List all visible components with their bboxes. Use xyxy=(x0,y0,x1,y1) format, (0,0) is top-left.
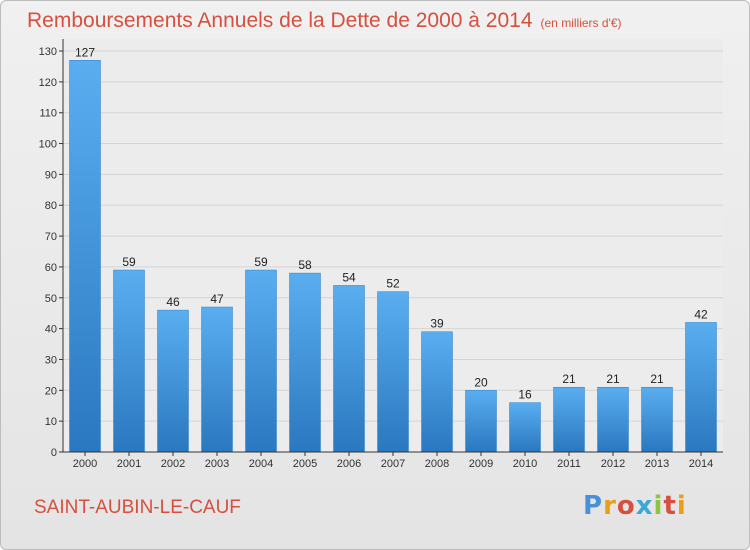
y-tick-label: 60 xyxy=(45,262,57,274)
x-tick-label: 2013 xyxy=(645,458,669,470)
bar xyxy=(201,306,233,453)
data-label: 46 xyxy=(166,295,180,309)
y-tick-label: 120 xyxy=(39,77,57,89)
y-tick-label: 40 xyxy=(45,324,57,336)
bar xyxy=(465,390,497,453)
title-text: Remboursements Annuels de la Dette de 20… xyxy=(27,9,533,32)
y-tick-label: 80 xyxy=(45,200,57,212)
title-unit: (en milliers d'€) xyxy=(540,16,622,30)
bar xyxy=(245,269,277,453)
y-tick-label: 70 xyxy=(45,231,57,243)
x-tick-label: 2005 xyxy=(293,458,317,470)
data-label: 127 xyxy=(75,45,95,59)
chart-title: Remboursements Annuels de la Dette de 20… xyxy=(27,9,622,33)
y-tick-label: 10 xyxy=(45,416,57,428)
bar xyxy=(553,386,585,453)
y-tick-label: 30 xyxy=(45,354,57,366)
x-tick-label: 2014 xyxy=(689,458,713,470)
data-label: 21 xyxy=(606,372,620,386)
y-tick-label: 110 xyxy=(39,108,57,120)
data-label: 58 xyxy=(298,258,312,272)
bar xyxy=(333,285,365,453)
y-tick-label: 0 xyxy=(51,447,57,459)
logo-letter: P xyxy=(583,491,604,521)
proxiti-logo: Proxiti xyxy=(583,491,687,521)
bar xyxy=(641,386,673,453)
logo-letter: r xyxy=(603,491,617,521)
y-tick-label: 20 xyxy=(45,385,57,397)
x-tick-label: 2000 xyxy=(73,458,97,470)
data-label: 52 xyxy=(386,277,400,291)
data-label: 39 xyxy=(430,317,444,331)
x-tick-label: 2010 xyxy=(513,458,537,470)
x-tick-label: 2008 xyxy=(425,458,449,470)
bar xyxy=(113,269,145,453)
logo-letter: o xyxy=(616,491,636,521)
data-label: 20 xyxy=(474,375,488,389)
data-label: 21 xyxy=(562,372,576,386)
commune-name: SAINT-AUBIN-LE-CAUF xyxy=(34,497,241,518)
x-tick-label: 2011 xyxy=(557,458,581,470)
bar xyxy=(69,60,101,453)
bar xyxy=(157,309,189,453)
x-tick-label: 2009 xyxy=(469,458,493,470)
data-label: 47 xyxy=(210,292,224,306)
bar xyxy=(377,291,409,453)
x-tick-label: 2002 xyxy=(161,458,185,470)
data-label: 54 xyxy=(342,270,356,284)
data-label: 21 xyxy=(650,372,664,386)
data-label: 42 xyxy=(694,307,708,321)
x-tick-label: 2004 xyxy=(249,458,273,470)
data-label: 16 xyxy=(518,388,532,402)
x-tick-label: 2003 xyxy=(205,458,229,470)
bar xyxy=(509,402,541,453)
y-tick-label: 50 xyxy=(45,293,57,305)
x-tick-label: 2001 xyxy=(117,458,141,470)
logo-letter: t xyxy=(663,491,677,521)
logo-letter: i xyxy=(676,491,687,521)
bar xyxy=(597,386,629,453)
x-tick-label: 2007 xyxy=(381,458,405,470)
y-tick-label: 90 xyxy=(45,169,57,181)
data-label: 59 xyxy=(254,255,268,269)
x-tick-label: 2012 xyxy=(601,458,625,470)
bar xyxy=(289,272,321,453)
y-tick-label: 100 xyxy=(39,139,57,151)
x-tick-label: 2006 xyxy=(337,458,361,470)
bar xyxy=(685,322,717,453)
bar xyxy=(421,331,453,453)
data-label: 59 xyxy=(122,255,136,269)
logo-letter: i xyxy=(653,491,664,521)
y-tick-label: 130 xyxy=(39,46,57,58)
logo-letter: x xyxy=(635,491,654,521)
